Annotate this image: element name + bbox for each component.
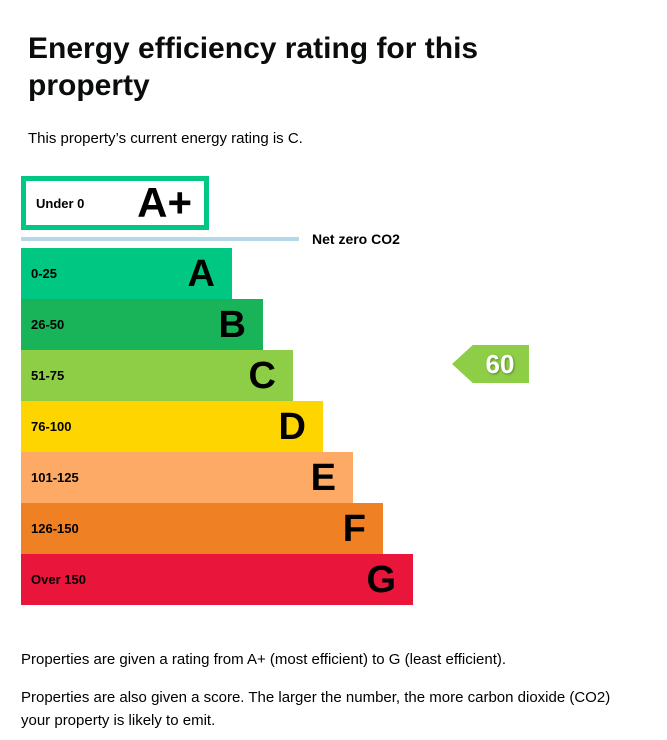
band-d: 76-100 D [21, 401, 323, 452]
band-letter: D [278, 405, 306, 448]
band-a: 0-25 A [21, 248, 232, 299]
band-letter: C [248, 354, 276, 397]
current-rating-summary: This property’s current energy rating is… [28, 130, 303, 147]
band-range-label: 76-100 [31, 419, 72, 434]
page-title: Energy efficiency rating for this proper… [28, 32, 479, 102]
band-range-label: Under 0 [36, 195, 85, 211]
band-stack: 0-25 A 26-50 B 51-75 C 76-100 D 101-125 … [21, 248, 641, 605]
band-letter: A+ [137, 179, 192, 226]
band-a-plus: Under 0 A+ [21, 176, 209, 230]
band-range-label: 101-125 [31, 470, 79, 485]
current-score-value: 60 [485, 348, 515, 379]
band-letter: B [218, 303, 246, 346]
net-zero-row: Net zero CO2 [21, 230, 641, 248]
band-letter: G [366, 558, 396, 601]
band-range-label: 126-150 [31, 521, 79, 536]
page: Energy efficiency rating for this proper… [0, 30, 667, 740]
band-range-label: 0-25 [31, 266, 58, 281]
band-range-label: 26-50 [31, 317, 65, 332]
band-range-label: Over 150 [31, 572, 86, 587]
band-e: 101-125 E [21, 452, 353, 503]
band-range-label: 51-75 [31, 368, 65, 383]
band-letter: F [342, 507, 366, 550]
footer-score-note: Properties are also given a score. The l… [21, 689, 611, 729]
band-g: Over 150 G [21, 554, 413, 605]
band-f: 126-150 F [21, 503, 383, 554]
net-zero-label: Net zero CO2 [312, 231, 400, 247]
band-letter: A [187, 252, 215, 295]
band-letter: E [310, 456, 336, 499]
footer-rating-note: Properties are given a rating from A+ (m… [21, 651, 507, 668]
net-zero-line [21, 237, 299, 241]
energy-rating-chart: Under 0 A+ Net zero CO2 0-25 A 26-50 B 5… [21, 176, 641, 605]
band-b: 26-50 B [21, 299, 263, 350]
band-c: 51-75 C [21, 350, 293, 401]
